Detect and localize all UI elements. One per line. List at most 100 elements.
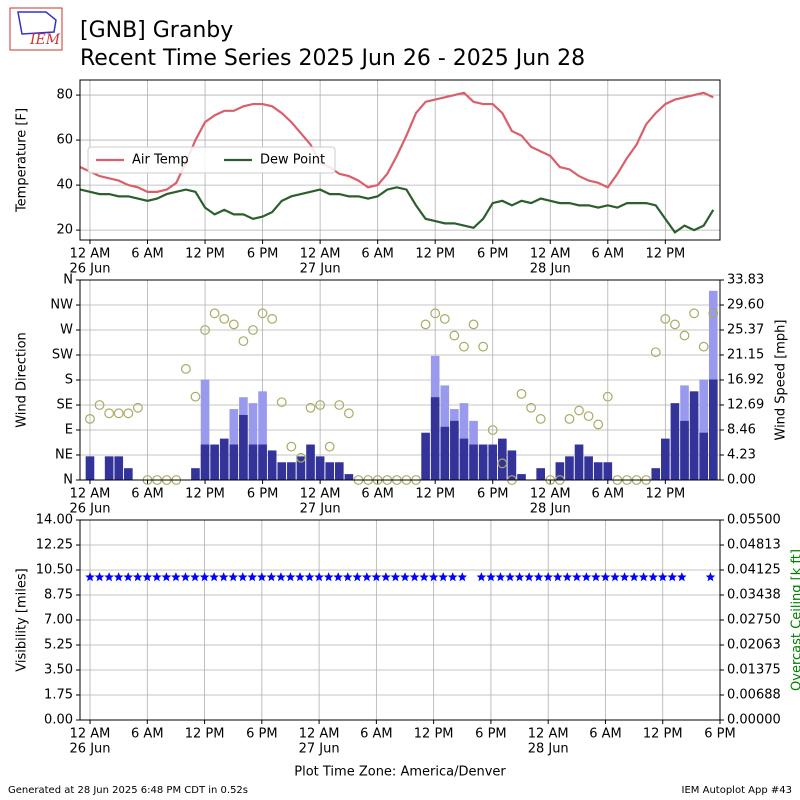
point — [334, 400, 345, 410]
y-tick-label: 8.75 — [44, 588, 73, 603]
bar — [488, 444, 498, 480]
star — [600, 572, 611, 582]
bar — [248, 444, 258, 480]
star — [104, 572, 114, 582]
point — [670, 319, 680, 330]
x-tick-date: 27 Jun — [299, 742, 340, 757]
star — [342, 572, 353, 582]
x-tick-label: 12 AM — [530, 247, 571, 262]
x-tick-label: 12 PM — [415, 247, 455, 262]
point — [180, 363, 191, 374]
point — [267, 313, 278, 324]
point — [708, 308, 719, 319]
y-tick-label: 20 — [56, 223, 73, 238]
x-tick-date: 28 Jun — [528, 742, 569, 757]
footer-left: Generated at 28 Jun 2025 6:48 PM CDT in … — [8, 785, 248, 796]
y-axis-label: Visibility [miles] — [15, 568, 30, 671]
point — [593, 419, 604, 430]
y-tick-label: 40 — [56, 178, 73, 193]
line — [80, 186, 715, 234]
x-axis-label: Plot Time Zone: America/Denver — [294, 765, 506, 780]
y2-axis-label: Wind Speed [mph] — [774, 320, 789, 441]
point — [583, 411, 594, 422]
star — [552, 572, 563, 582]
point — [324, 441, 335, 452]
x-tick-label: 12 PM — [185, 727, 225, 742]
bar — [334, 462, 344, 480]
bar — [450, 420, 459, 480]
star — [543, 572, 553, 582]
x-tick-label: 12 PM — [645, 487, 685, 502]
star — [381, 572, 391, 582]
star — [85, 572, 95, 582]
bar — [229, 409, 239, 480]
star — [400, 572, 410, 582]
star — [257, 572, 267, 582]
point — [478, 341, 489, 352]
point — [248, 325, 258, 335]
star — [142, 572, 153, 582]
bar — [315, 456, 325, 480]
bar — [296, 456, 306, 480]
bar — [574, 444, 584, 480]
point — [315, 400, 326, 410]
point — [286, 441, 297, 452]
star — [505, 572, 515, 582]
star — [514, 572, 525, 582]
bar — [565, 456, 574, 480]
y-tick-label: 7.00 — [44, 613, 73, 628]
x-tick-label: 12 PM — [185, 247, 225, 262]
star — [314, 572, 324, 582]
star — [667, 572, 678, 582]
point — [516, 388, 527, 399]
y2-tick-label: 0.02750 — [727, 613, 781, 628]
star — [180, 572, 191, 582]
y2-tick-label: 4.23 — [727, 447, 756, 462]
point — [449, 330, 460, 341]
bar — [536, 468, 545, 480]
x-tick-label: 6 PM — [247, 487, 278, 502]
title: [GNB] Granby — [80, 18, 233, 43]
bar — [344, 474, 354, 480]
point — [497, 458, 508, 469]
star — [371, 572, 382, 582]
bar — [287, 462, 296, 480]
legend-label: Dew Point — [260, 153, 325, 168]
y-tick-label: NE — [55, 448, 73, 463]
x-tick-label: 6 PM — [704, 727, 735, 742]
bar — [248, 403, 258, 480]
point — [564, 413, 575, 424]
y-axis-label: Temperature [F] — [15, 108, 30, 213]
x-tick-label: 12 AM — [70, 247, 111, 262]
y2-tick-label: 0.00 — [727, 473, 756, 488]
star — [419, 572, 429, 582]
bar — [258, 391, 267, 480]
y-tick-label: 80 — [56, 88, 73, 103]
star — [591, 572, 601, 582]
bar — [478, 444, 488, 480]
point — [85, 413, 95, 424]
point — [468, 319, 479, 330]
bar — [507, 450, 517, 480]
point — [430, 308, 441, 319]
star — [94, 572, 105, 582]
point — [200, 325, 210, 335]
y2-tick-label: 16.92 — [727, 372, 764, 387]
star — [209, 572, 219, 582]
point — [133, 402, 143, 413]
x-tick-label: 12 AM — [70, 727, 111, 742]
bar — [430, 397, 440, 480]
star — [362, 572, 372, 582]
bar — [440, 426, 450, 480]
star — [476, 572, 487, 582]
bar — [670, 403, 680, 480]
point — [305, 402, 316, 413]
x-tick-label: 6 AM — [589, 727, 622, 742]
point — [123, 408, 134, 419]
y-tick-label: SW — [52, 348, 73, 363]
legend-label: Air Temp — [132, 153, 189, 168]
bar — [421, 432, 430, 480]
y-tick-label: 1.75 — [44, 688, 73, 703]
point — [228, 319, 239, 330]
bar — [258, 444, 267, 480]
